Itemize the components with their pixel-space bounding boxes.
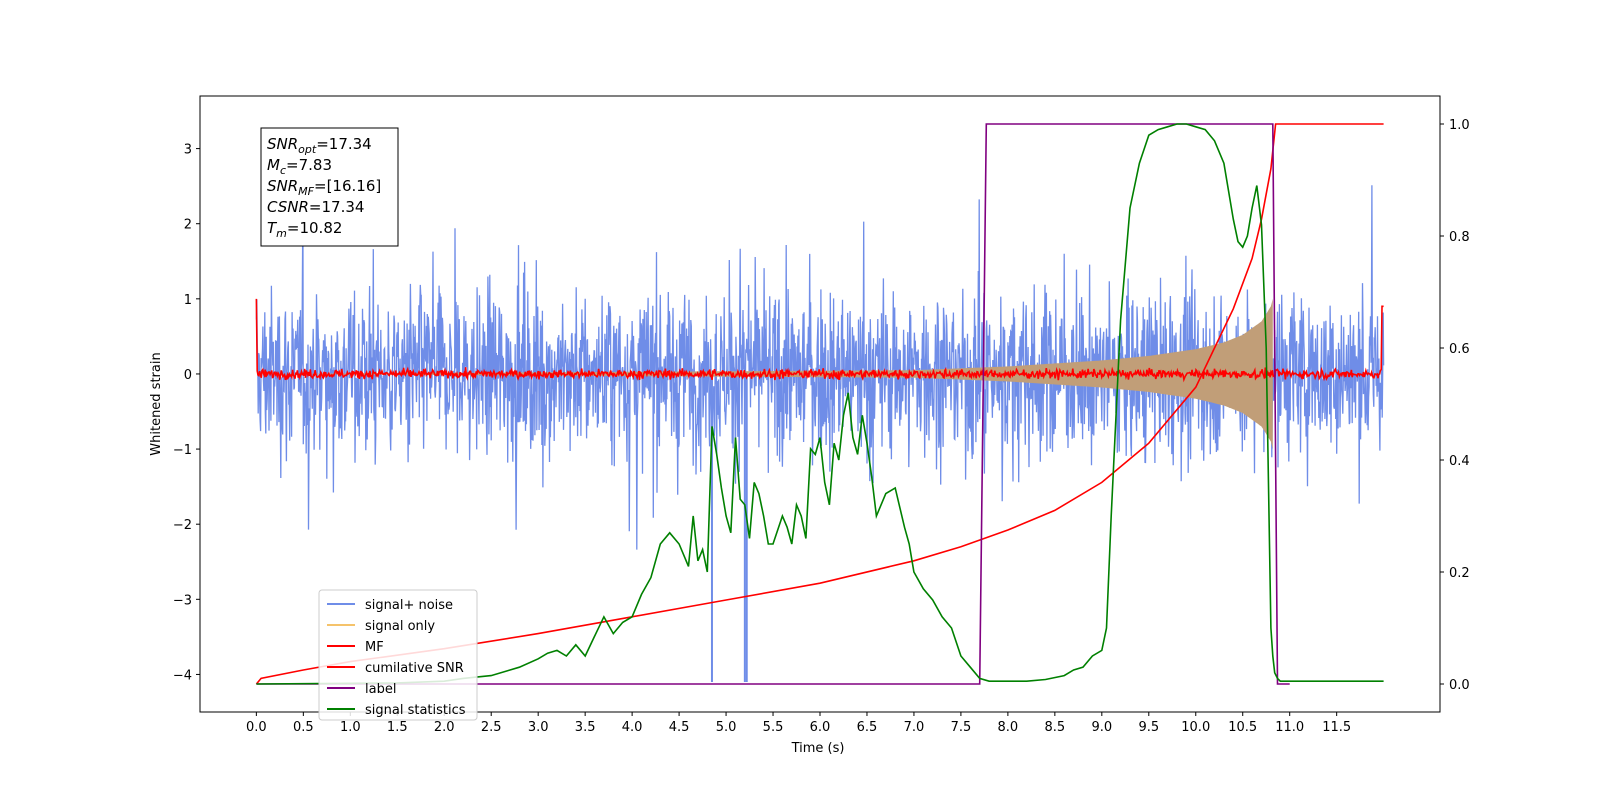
legend-entry: label [365, 682, 396, 697]
x-tick-label: 0.0 [246, 720, 267, 735]
x-tick-label: 5.5 [763, 720, 784, 735]
y2-tick-label: 0.4 [1449, 454, 1470, 469]
x-tick-label: 3.0 [528, 720, 549, 735]
legend-entry: signal only [365, 619, 435, 634]
x-tick-label: 4.5 [669, 720, 690, 735]
y-tick-label: −1 [173, 443, 192, 458]
x-tick-label: 3.5 [575, 720, 596, 735]
y2-tick-label: 0.0 [1449, 678, 1470, 693]
x-tick-label: 11.0 [1275, 720, 1304, 735]
x-tick-label: 2.0 [434, 720, 455, 735]
x-tick-label: 9.0 [1091, 720, 1112, 735]
legend-entry: MF [365, 640, 384, 655]
annotation-line: SNRopt=17.34 [267, 135, 372, 156]
x-tick-label: 9.5 [1138, 720, 1159, 735]
y-tick-label: −3 [173, 593, 192, 608]
y-tick-label: −4 [173, 668, 192, 683]
x-tick-label: 2.5 [481, 720, 502, 735]
y2-tick-label: 0.8 [1449, 230, 1470, 245]
mf-line [255, 298, 1384, 383]
x-tick-label: 7.0 [904, 720, 925, 735]
x-tick-label: 0.5 [293, 720, 314, 735]
x-tick-label: 10.0 [1181, 720, 1210, 735]
legend-entry: signal statistics [365, 703, 466, 718]
x-tick-label: 5.0 [716, 720, 737, 735]
x-tick-label: 1.0 [340, 720, 361, 735]
legend-entry: signal+ noise [365, 598, 453, 613]
legend-frame [318, 589, 478, 721]
y2-tick-label: 0.2 [1449, 566, 1470, 581]
label-line [256, 123, 1290, 685]
x-tick-label: 8.0 [998, 720, 1019, 735]
y-tick-label: 2 [184, 218, 192, 233]
y-tick-label: −2 [173, 518, 192, 533]
axis-ticks: 0.0 0.5 1.0 1.5 2.0 2.5 3.0 3.5 4.0 4.5 5.0 5.5 6.0 6… [173, 118, 1470, 735]
legend-entry: cumilative SNR [365, 661, 464, 676]
stats-annotation-box: SNRopt=17.34Mc=7.83SNRMF=[16.16]CSNR=17.… [260, 127, 399, 247]
x-tick-label: 10.5 [1228, 720, 1257, 735]
y-axis-label: Whitened strain [149, 352, 164, 455]
annotation-line: Mc=7.83 [267, 156, 332, 177]
annotation-line: SNRMF=[16.16] [267, 177, 381, 198]
y2-tick-label: 0.6 [1449, 342, 1470, 357]
annotation-line: CSNR=17.34 [267, 198, 364, 216]
x-tick-label: 4.0 [622, 720, 643, 735]
x-tick-label: 7.5 [951, 720, 972, 735]
signal-statistics-line [256, 123, 1384, 685]
x-tick-label: 6.5 [857, 720, 878, 735]
y-tick-label: 1 [184, 293, 192, 308]
y-tick-label: 0 [184, 368, 192, 383]
annotation-frame [260, 127, 399, 247]
annotation-line: Tm=10.82 [267, 219, 342, 240]
x-tick-label: 11.5 [1322, 720, 1351, 735]
y2-tick-label: 1.0 [1449, 118, 1470, 133]
x-axis-label: Time (s) [791, 741, 845, 756]
x-tick-label: 6.0 [810, 720, 831, 735]
x-tick-label: 1.5 [387, 720, 408, 735]
legend[interactable]: signal+ noise signal only MF cumilative SNR… [318, 589, 478, 721]
x-tick-label: 8.5 [1045, 720, 1066, 735]
y-tick-label: 3 [184, 143, 192, 158]
